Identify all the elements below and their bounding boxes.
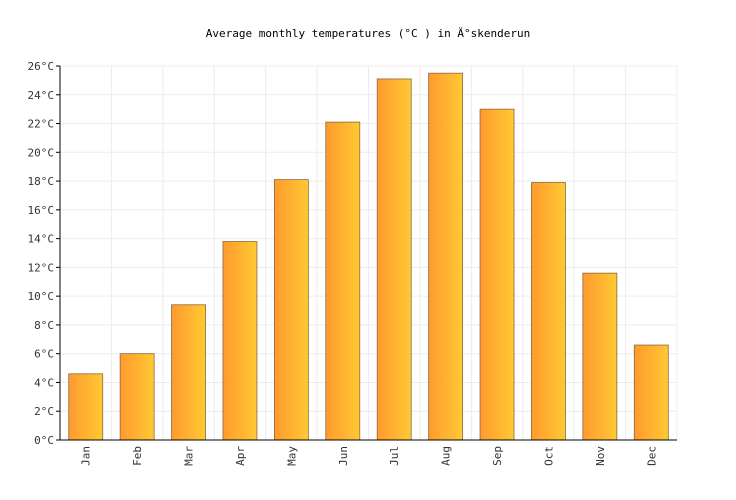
bar-aug: [428, 72, 464, 441]
x-tick-label: Mar: [183, 446, 196, 466]
y-tick-label: 22°C: [28, 118, 55, 131]
y-tick-label: 8°C: [34, 319, 54, 332]
bar-nov: [582, 272, 618, 441]
bar-jan: [68, 373, 104, 441]
x-tick-label: Dec: [645, 446, 658, 466]
y-tick-label: 6°C: [34, 348, 54, 361]
x-axis-tick-labels: Jan Feb Mar Apr May Jun Jul Aug Sep Oct Nov Dec: [80, 446, 659, 466]
bar-mar: [171, 304, 206, 441]
y-tick-label: 4°C: [34, 376, 54, 389]
y-tick-label: 20°C: [28, 146, 55, 159]
bar-may: [273, 179, 309, 441]
x-tick-label: Jul: [388, 446, 401, 466]
x-tick-label: Feb: [131, 446, 144, 466]
bar-apr: [222, 241, 258, 441]
bar-dec: [633, 344, 669, 441]
x-tick-label: Aug: [440, 446, 453, 466]
y-tick-label: 16°C: [28, 204, 55, 217]
y-tick-label: 12°C: [28, 261, 55, 274]
y-axis-tick-labels: 0°C 2°C 4°C 6°C 8°C 10°C 12°C 14°C 16°C 18°C 20°C 2…: [28, 60, 60, 447]
bar-feb: [119, 353, 155, 441]
bar-jun: [325, 121, 361, 441]
x-tick-label: Oct: [542, 446, 555, 466]
y-tick-label: 26°C: [28, 60, 55, 73]
x-tick-label: May: [285, 446, 298, 466]
x-tick-label: Jun: [337, 446, 350, 466]
y-tick-label: 24°C: [28, 89, 55, 102]
x-tick-label: Jan: [80, 446, 93, 466]
grid-lines: [59, 65, 678, 441]
bar-sep: [479, 108, 515, 441]
y-tick-label: 0°C: [34, 434, 54, 447]
y-tick-label: 18°C: [28, 175, 55, 188]
bars: [68, 72, 669, 441]
x-tick-label: Nov: [594, 446, 607, 466]
x-tick-label: Apr: [234, 446, 247, 466]
y-tick-label: 10°C: [28, 290, 55, 303]
y-tick-label: 14°C: [28, 233, 55, 246]
bar-jul: [376, 78, 412, 441]
chart-title: Average monthly temperatures (°C ) in Ä°…: [206, 27, 531, 40]
y-tick-label: 2°C: [34, 405, 54, 418]
bar-oct: [531, 182, 566, 441]
x-tick-label: Sep: [491, 446, 504, 466]
